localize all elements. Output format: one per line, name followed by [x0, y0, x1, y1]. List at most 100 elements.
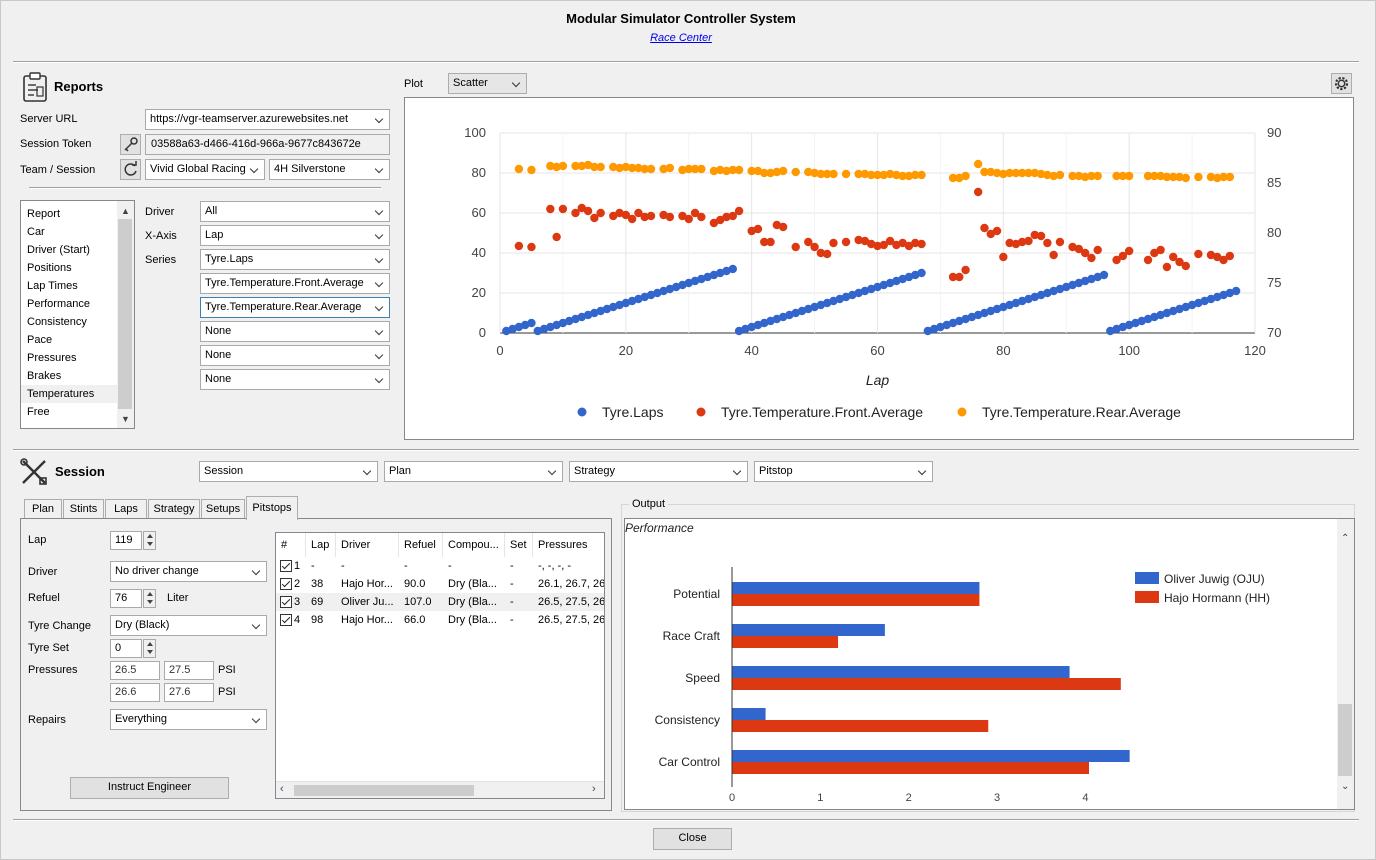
row-checkbox[interactable]	[280, 560, 292, 572]
x-tick-label: 20	[619, 343, 633, 358]
session-menu[interactable]: Session	[199, 461, 378, 482]
column-header[interactable]: #	[276, 533, 306, 557]
report-list-item[interactable]: Positions	[27, 262, 72, 274]
xaxis-dropdown[interactable]: Lap	[200, 225, 390, 246]
column-header[interactable]: Lap	[306, 533, 336, 557]
scroll-thumb[interactable]	[1338, 704, 1352, 776]
tab-strategy[interactable]: Strategy	[148, 499, 200, 519]
pressure-rl-field[interactable]: 26.6	[110, 683, 160, 702]
series-dropdown-5[interactable]: None	[200, 345, 390, 366]
scroll-thumb[interactable]	[118, 219, 132, 409]
column-header[interactable]: Compou...	[443, 533, 505, 557]
refuel-field[interactable]: 76	[110, 589, 142, 608]
pressure-fl-field[interactable]: 26.5	[110, 661, 160, 680]
data-point	[609, 211, 618, 221]
scroll-down-icon[interactable]: ⌄	[1341, 781, 1350, 792]
bar	[732, 678, 1121, 690]
data-point	[665, 163, 675, 173]
column-header[interactable]: Pressures	[533, 533, 604, 557]
lap-field[interactable]: 119	[110, 531, 142, 550]
table-row[interactable]: 2 38 Hajo Hor... 90.0 Dry (Bla... - 26.1, 26.7…	[276, 575, 604, 593]
team-value: Vivid Global Racing	[150, 163, 246, 175]
server-url-dropdown[interactable]: https://vgr-teamserver.azurewebsites.net	[145, 109, 390, 130]
table-hscrollbar[interactable]: ‹ ›	[276, 781, 604, 798]
pitstop-driver-dropdown[interactable]: No driver change	[110, 561, 267, 582]
report-list[interactable]: Report Car Driver (Start) Positions Lap Time…	[20, 200, 135, 429]
plot-type-dropdown[interactable]: Scatter	[448, 73, 527, 94]
data-point	[728, 211, 737, 221]
table-row[interactable]: 3 69 Oliver Ju... 107.0 Dry (Bla... - 26.5, 27…	[276, 593, 604, 611]
tab-stints[interactable]: Stints	[63, 499, 104, 519]
report-list-scrollbar[interactable]: ▲ ▼	[117, 201, 134, 428]
report-list-item[interactable]: Performance	[27, 298, 90, 310]
race-center-link[interactable]: Race Center	[650, 32, 712, 44]
session-token-field[interactable]: 03588a63-d466-416d-966a-9677c843672e	[145, 134, 390, 155]
pressure-rr-field[interactable]: 27.6	[164, 683, 214, 702]
series-value: Tyre.Temperature.Front.Average	[205, 277, 364, 289]
strategy-menu[interactable]: Strategy	[569, 461, 748, 482]
report-list-item[interactable]: Temperatures	[21, 385, 117, 403]
key-icon[interactable]	[120, 134, 141, 155]
series-dropdown-1[interactable]: Tyre.Laps	[200, 249, 390, 270]
column-header[interactable]: Refuel	[399, 533, 443, 557]
tab-pitstops[interactable]: Pitstops	[246, 496, 298, 520]
instruct-engineer-button[interactable]: Instruct Engineer	[70, 777, 229, 799]
scroll-right-icon[interactable]: ›	[592, 783, 596, 795]
data-point	[898, 171, 907, 181]
refresh-icon[interactable]	[120, 159, 141, 180]
scroll-thumb[interactable]	[294, 785, 474, 796]
report-list-item[interactable]: Lap Times	[27, 280, 78, 292]
table-row[interactable]: 4 98 Hajo Hor... 66.0 Dry (Bla... - 26.5, 27.5…	[276, 611, 604, 629]
report-list-item[interactable]: Brakes	[27, 370, 62, 382]
pressure-fr-field[interactable]: 27.5	[164, 661, 214, 680]
tyre-set-field[interactable]: 0	[110, 639, 142, 658]
scroll-up-icon[interactable]: ▲	[121, 206, 130, 216]
row-checkbox[interactable]	[280, 596, 292, 608]
legend-label: Oliver Juwig (OJU)	[1164, 572, 1265, 586]
scroll-up-icon[interactable]: ⌃	[1341, 533, 1350, 544]
report-list-item[interactable]: Driver (Start)	[27, 244, 90, 256]
series-dropdown-3[interactable]: Tyre.Temperature.Rear.Average	[200, 297, 390, 318]
data-point	[885, 236, 895, 246]
tyre-change-dropdown[interactable]: Dry (Black)	[110, 615, 267, 636]
series-dropdown-4[interactable]: None	[200, 321, 390, 342]
table-cell: -	[510, 578, 514, 590]
tab-plan[interactable]: Plan	[24, 499, 62, 519]
refuel-spinner[interactable]	[143, 589, 156, 608]
data-point	[1112, 255, 1121, 265]
driver-dropdown[interactable]: All	[200, 201, 390, 222]
x-tick-label: 60	[870, 343, 884, 358]
row-checkbox[interactable]	[280, 578, 292, 590]
pressures-label: Pressures	[28, 664, 78, 676]
report-list-item[interactable]: Pressures	[27, 352, 77, 364]
series-dropdown-6[interactable]: None	[200, 369, 390, 390]
repairs-dropdown[interactable]: Everything	[110, 709, 267, 730]
gear-icon[interactable]	[1331, 73, 1352, 94]
tab-laps[interactable]: Laps	[105, 499, 147, 519]
plan-menu[interactable]: Plan	[384, 461, 563, 482]
scroll-left-icon[interactable]: ‹	[280, 783, 284, 795]
scroll-down-icon[interactable]: ▼	[121, 414, 130, 424]
report-list-item[interactable]: Consistency	[27, 316, 87, 328]
output-scrollbar[interactable]: ⌃ ⌄	[1337, 519, 1354, 809]
lap-spinner[interactable]	[143, 531, 156, 550]
report-list-item[interactable]: Report	[27, 208, 61, 220]
tyre-set-spinner[interactable]	[143, 639, 156, 658]
report-list-item[interactable]: Car	[27, 226, 45, 238]
data-point	[716, 215, 725, 225]
table-cell: Hajo Hor...	[341, 578, 393, 590]
legend-marker	[957, 407, 967, 417]
series-dropdown-2[interactable]: Tyre.Temperature.Front.Average	[200, 273, 390, 294]
team-dropdown[interactable]: Vivid Global Racing	[145, 159, 265, 180]
table-row[interactable]: 1- - - - - -, -, -, -	[276, 557, 604, 575]
report-list-item[interactable]: Pace	[27, 334, 53, 346]
column-header[interactable]: Driver	[336, 533, 399, 557]
tab-setups[interactable]: Setups	[201, 499, 245, 519]
data-point	[709, 218, 719, 228]
row-checkbox[interactable]	[280, 614, 292, 626]
pitstop-menu[interactable]: Pitstop	[754, 461, 933, 482]
report-list-item[interactable]: Free	[27, 406, 50, 418]
session-dropdown[interactable]: 4H Silverstone	[269, 159, 390, 180]
column-header[interactable]: Set	[505, 533, 533, 557]
close-button[interactable]: Close	[653, 828, 732, 850]
